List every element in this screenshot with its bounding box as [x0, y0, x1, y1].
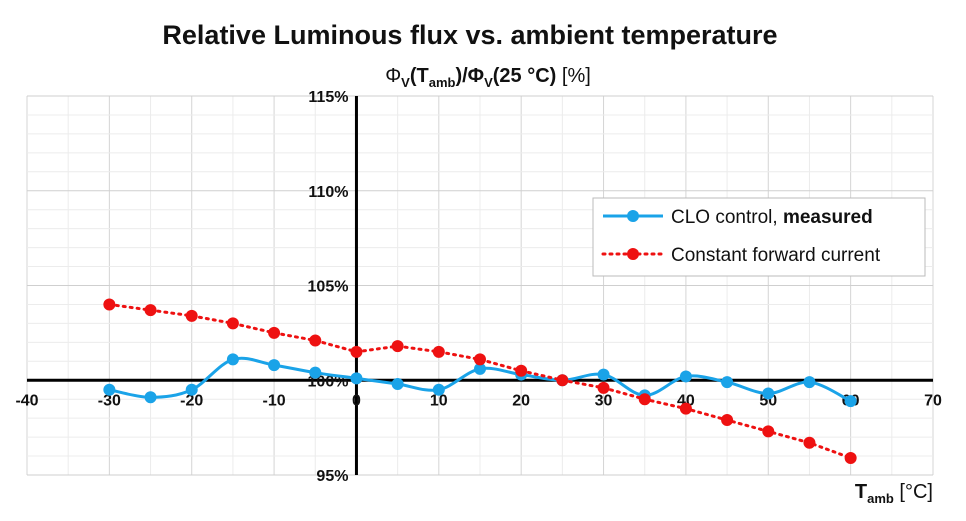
x-tick-label: 20 [512, 392, 530, 409]
data-point-clo [103, 383, 116, 396]
y-tick-label: 105% [308, 279, 349, 296]
data-point-constant [268, 326, 281, 339]
data-point-clo [474, 362, 486, 375]
data-point-constant [144, 304, 157, 317]
x-tick-label: 0 [352, 392, 361, 409]
x-tick-label: -30 [98, 392, 121, 409]
data-point-clo [844, 395, 857, 408]
axes [27, 96, 933, 475]
legend-label-constant: Constant forward current [671, 245, 881, 266]
data-point-constant [803, 436, 816, 449]
x-tick-label: -10 [263, 392, 286, 409]
grid [26, 95, 934, 476]
data-point-constant [474, 353, 486, 366]
data-point-constant [185, 309, 198, 322]
data-point-clo [185, 383, 198, 396]
data-point-clo [803, 376, 816, 389]
data-point-clo [268, 359, 281, 372]
legend-item-constant: Constant forward current [601, 245, 881, 266]
legend-box [592, 197, 926, 277]
legend-marker-clo [627, 210, 639, 222]
chart-title: Relative Luminous flux vs. ambient tempe… [162, 20, 777, 50]
data-point-clo [597, 368, 610, 381]
data-point-constant [679, 402, 692, 415]
data-point-clo [309, 366, 322, 379]
y-label-unit: [%] [556, 65, 590, 87]
data-point-constant [515, 364, 528, 377]
data-point-constant [844, 451, 857, 464]
data-point-constant [432, 345, 445, 358]
y-label-prefix: Φ [385, 65, 401, 87]
y-label-mid: (T [410, 65, 429, 87]
x-tick-label: -40 [15, 392, 38, 409]
data-point-clo [721, 376, 734, 389]
legend-item-clo: CLO control, measured [603, 207, 873, 228]
y-label-sub2: amb [429, 75, 456, 90]
y-label-sub1: V [401, 75, 410, 90]
data-point-constant [597, 381, 610, 394]
y-axis-label: ΦV(Tamb)/ΦV(25 °C) [%] [385, 65, 591, 90]
legend-label-clo-bold: measured [783, 207, 873, 228]
data-point-clo [432, 383, 445, 396]
data-point-clo [350, 372, 363, 385]
y-label-mid2: )/Φ [455, 65, 484, 87]
data-point-constant [556, 374, 569, 387]
y-tick-label: 115% [308, 89, 348, 106]
x-label-main: T [855, 481, 867, 503]
data-point-constant [721, 414, 734, 427]
legend-marker-constant [627, 248, 639, 260]
x-label-unit: [°C] [894, 481, 933, 503]
data-point-constant [309, 334, 322, 347]
data-point-clo [144, 391, 157, 404]
x-axis-label: Tamb [°C] [855, 481, 933, 506]
data-point-constant [103, 298, 116, 311]
data-point-constant [226, 317, 239, 330]
tick-labels: -40-30-20-1001020304050607095%100%105%11… [15, 89, 942, 485]
y-label-end: (25 °C) [493, 65, 557, 87]
data-point-clo [226, 353, 239, 366]
y-label-sub3: V [484, 75, 493, 90]
legend: CLO control, measured Constant forward c… [592, 197, 926, 277]
legend-label-clo: CLO control, measured [671, 207, 873, 228]
data-point-clo [679, 370, 692, 383]
data-point-constant [350, 345, 363, 358]
data-point-clo [762, 387, 775, 400]
data-point-constant [391, 340, 404, 353]
data-point-clo [391, 378, 404, 391]
x-tick-label: -20 [180, 392, 203, 409]
y-tick-label: 95% [316, 468, 348, 485]
x-tick-label: 10 [430, 392, 448, 409]
legend-label-clo-plain: CLO control, [671, 207, 783, 228]
y-tick-label: 110% [308, 184, 348, 201]
data-point-constant [638, 393, 651, 406]
data-point-constant [762, 425, 775, 438]
x-label-sub: amb [867, 491, 894, 506]
x-tick-label: 70 [924, 392, 942, 409]
x-tick-label: 30 [595, 392, 613, 409]
series-layer [103, 298, 857, 464]
